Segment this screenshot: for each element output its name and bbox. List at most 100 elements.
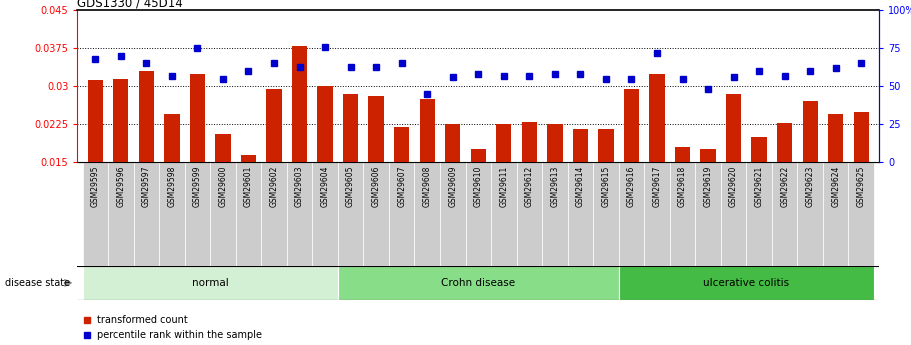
Bar <box>548 124 562 238</box>
Bar <box>440 162 466 266</box>
Text: GSM29609: GSM29609 <box>448 165 457 207</box>
Bar <box>266 89 281 238</box>
Bar <box>83 266 338 300</box>
Text: GSM29606: GSM29606 <box>372 165 381 207</box>
Bar <box>83 162 108 266</box>
Bar <box>854 111 869 238</box>
Bar <box>828 114 844 238</box>
Bar <box>420 99 435 238</box>
Bar <box>113 79 128 238</box>
Text: GSM29595: GSM29595 <box>91 165 100 207</box>
Bar <box>343 94 358 238</box>
Bar <box>317 86 333 238</box>
Bar <box>466 162 491 266</box>
Bar <box>593 162 619 266</box>
Bar <box>599 129 614 238</box>
Legend: transformed count, percentile rank within the sample: transformed count, percentile rank withi… <box>82 315 261 340</box>
Text: GSM29619: GSM29619 <box>703 165 712 207</box>
Text: GSM29598: GSM29598 <box>168 165 177 207</box>
Text: GDS1330 / 45D14: GDS1330 / 45D14 <box>77 0 183 9</box>
Bar <box>134 162 159 266</box>
Bar <box>670 162 695 266</box>
Text: GSM29613: GSM29613 <box>550 165 559 207</box>
Text: GSM29600: GSM29600 <box>219 165 228 207</box>
Bar <box>394 127 409 238</box>
Bar <box>491 162 517 266</box>
Bar <box>624 89 640 238</box>
Bar <box>752 137 767 238</box>
Bar <box>108 162 134 266</box>
Bar <box>471 149 486 238</box>
Text: GSM29607: GSM29607 <box>397 165 406 207</box>
Bar <box>445 124 460 238</box>
Text: GSM29620: GSM29620 <box>729 165 738 207</box>
Bar <box>292 46 307 238</box>
Bar <box>389 162 415 266</box>
Bar <box>644 162 670 266</box>
Text: GSM29612: GSM29612 <box>525 165 534 207</box>
Text: GSM29603: GSM29603 <box>295 165 304 207</box>
Text: GSM29622: GSM29622 <box>780 165 789 207</box>
Text: GSM29610: GSM29610 <box>474 165 483 207</box>
Text: GSM29623: GSM29623 <box>805 165 814 207</box>
Bar <box>210 162 236 266</box>
Bar <box>726 94 742 238</box>
Bar <box>415 162 440 266</box>
Bar <box>164 114 179 238</box>
Text: GSM29617: GSM29617 <box>652 165 661 207</box>
Text: GSM29596: GSM29596 <box>117 165 126 207</box>
Bar <box>363 162 389 266</box>
Text: Crohn disease: Crohn disease <box>441 278 516 288</box>
Text: GSM29605: GSM29605 <box>346 165 355 207</box>
Text: GSM29601: GSM29601 <box>244 165 253 207</box>
Bar <box>261 162 287 266</box>
Bar <box>496 124 511 238</box>
Text: ulcerative colitis: ulcerative colitis <box>703 278 790 288</box>
Bar <box>138 71 154 238</box>
Bar <box>338 266 619 300</box>
Bar <box>87 80 103 238</box>
Bar <box>568 162 593 266</box>
Text: GSM29618: GSM29618 <box>678 165 687 207</box>
Bar <box>185 162 210 266</box>
Bar <box>236 162 261 266</box>
Bar <box>695 162 721 266</box>
Bar <box>823 162 848 266</box>
Text: GSM29608: GSM29608 <box>423 165 432 207</box>
Bar <box>517 162 542 266</box>
Bar <box>777 123 793 238</box>
Bar <box>721 162 746 266</box>
Text: GSM29621: GSM29621 <box>754 165 763 207</box>
Bar <box>803 101 818 238</box>
Bar <box>522 122 537 238</box>
Text: disease state: disease state <box>5 278 69 288</box>
Bar <box>287 162 312 266</box>
Text: GSM29597: GSM29597 <box>142 165 151 207</box>
Text: GSM29624: GSM29624 <box>831 165 840 207</box>
Text: GSM29615: GSM29615 <box>601 165 610 207</box>
Bar <box>772 162 797 266</box>
Text: GSM29604: GSM29604 <box>321 165 330 207</box>
Bar <box>619 162 644 266</box>
Bar <box>312 162 338 266</box>
Bar <box>573 129 589 238</box>
Bar <box>746 162 772 266</box>
Bar <box>159 162 185 266</box>
Text: GSM29625: GSM29625 <box>856 165 865 207</box>
Text: GSM29614: GSM29614 <box>576 165 585 207</box>
Text: GSM29616: GSM29616 <box>627 165 636 207</box>
Text: normal: normal <box>192 278 229 288</box>
Bar <box>215 134 230 238</box>
Bar <box>189 73 205 238</box>
Bar <box>701 149 716 238</box>
Bar <box>619 266 874 300</box>
Bar <box>338 162 363 266</box>
Bar <box>241 155 256 238</box>
Bar <box>848 162 874 266</box>
Text: GSM29611: GSM29611 <box>499 165 508 207</box>
Bar <box>797 162 823 266</box>
Bar <box>650 73 665 238</box>
Bar <box>542 162 568 266</box>
Bar <box>368 96 384 238</box>
Bar <box>675 147 691 238</box>
